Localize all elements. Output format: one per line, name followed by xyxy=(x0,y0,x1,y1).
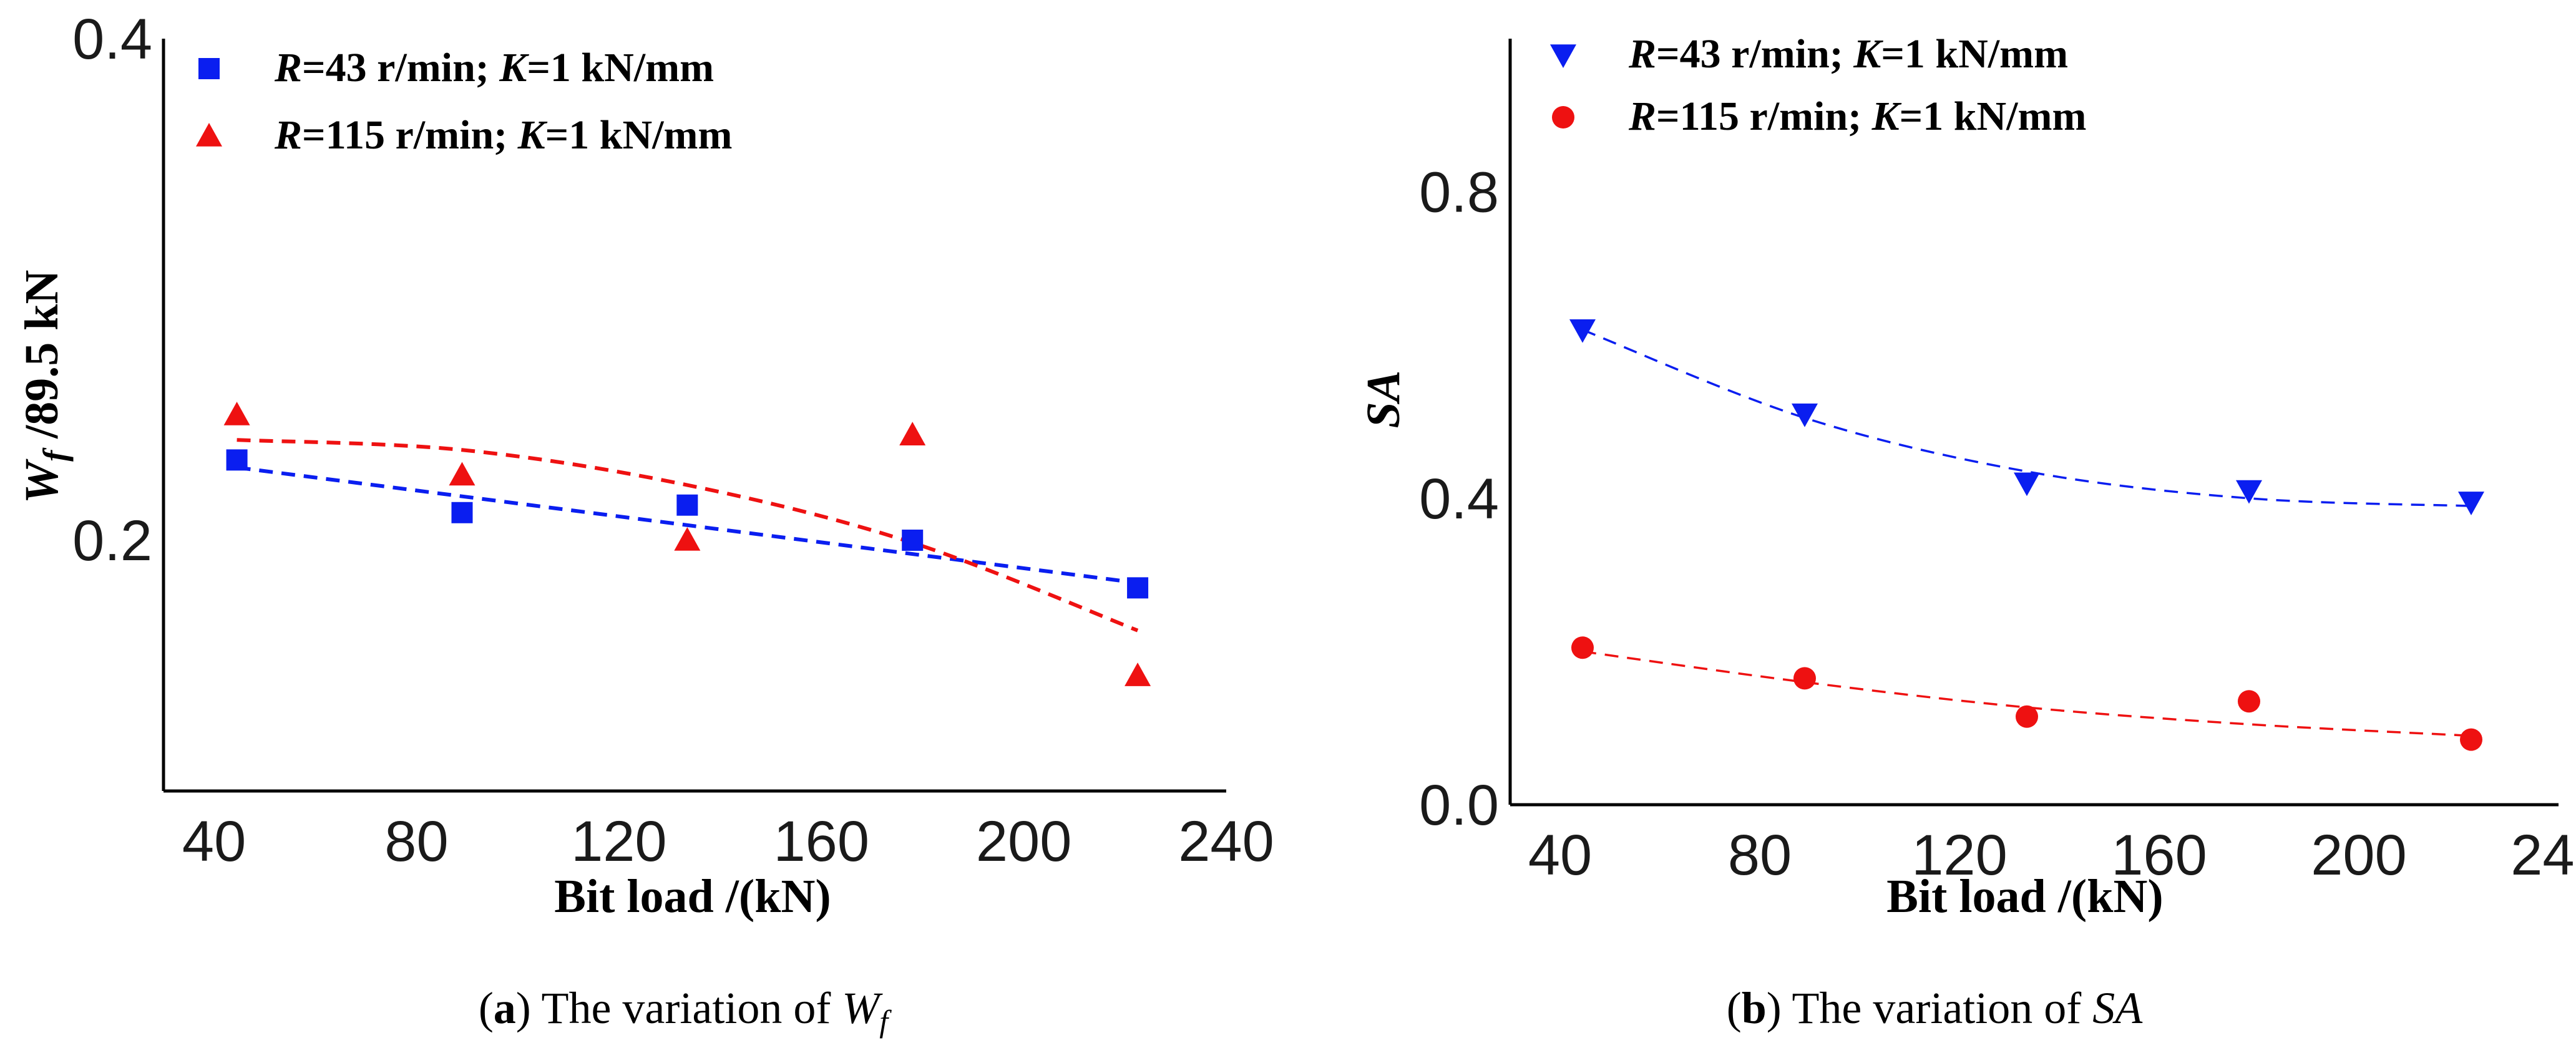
data-point xyxy=(2238,690,2260,713)
y-axis-label: SA xyxy=(1357,371,1410,429)
figure-caption: (a) The variation of Wf xyxy=(479,983,892,1039)
x-tick-label: 40 xyxy=(182,810,246,873)
data-point xyxy=(451,502,473,523)
data-point xyxy=(899,422,926,445)
y-axis-label: Wf /89.5 kN xyxy=(16,270,74,504)
figure-caption: (b) The variation of SA xyxy=(1727,983,2144,1033)
legend-label: R=115 r/min; K=1 kN/mm xyxy=(1628,94,2086,139)
data-point xyxy=(223,402,250,425)
data-point xyxy=(2014,472,2040,497)
data-point xyxy=(2236,480,2262,504)
series-1 xyxy=(1571,636,2482,751)
data-point xyxy=(2460,728,2482,751)
trend-line xyxy=(237,465,1138,585)
x-tick-label: 160 xyxy=(773,810,869,873)
data-point xyxy=(1125,662,1151,686)
data-point xyxy=(902,530,924,551)
data-point xyxy=(676,494,698,516)
x-axis-label: Bit load /(kN) xyxy=(1886,870,2163,923)
x-tick-label: 80 xyxy=(384,810,448,873)
y-tick-label: 0.2 xyxy=(72,509,152,573)
legend-label: R=43 r/min; K=1 kN/mm xyxy=(1628,31,2068,77)
trend-line xyxy=(1582,650,2472,737)
x-tick-label: 40 xyxy=(1528,823,1592,887)
chart-b: 40 80 120 160 200 240 0.0 0.4 0.8 Bit load /(kN) S… xyxy=(1357,31,2576,1033)
data-point xyxy=(1569,319,1596,343)
x-tick-label: 200 xyxy=(2311,823,2407,887)
x-tick-label: 240 xyxy=(2510,823,2576,887)
chart-a: 40 80 120 160 200 240 0.2 0.4 Bit load /(kN) Wf /… xyxy=(16,7,1274,1039)
y-tick-label: 0.8 xyxy=(1419,161,1499,225)
data-point xyxy=(226,449,248,471)
data-point xyxy=(2458,492,2484,515)
data-point xyxy=(449,462,476,486)
data-point xyxy=(1793,667,1816,690)
legend-label: R=43 r/min; K=1 kN/mm xyxy=(274,45,714,90)
legend-label: R=115 r/min; K=1 kN/mm xyxy=(274,112,732,158)
data-point xyxy=(1127,577,1149,599)
y-tick-label: 0.4 xyxy=(72,7,152,71)
series-0 xyxy=(226,449,1149,599)
data-point xyxy=(674,527,701,551)
x-tick-label: 240 xyxy=(1178,810,1274,873)
data-point xyxy=(1571,636,1594,659)
x-tick-label: 80 xyxy=(1728,823,1792,887)
series-0 xyxy=(1569,319,2484,515)
legend-marker xyxy=(198,58,220,79)
x-tick-label: 120 xyxy=(1911,823,2008,887)
legend-marker xyxy=(1550,44,1576,68)
data-point xyxy=(2016,705,2038,728)
trend-line xyxy=(237,438,1139,633)
x-tick-label: 120 xyxy=(571,810,667,873)
data-point xyxy=(1792,403,1818,427)
x-tick-label: 200 xyxy=(976,810,1072,873)
x-axis-label: Bit load /(kN) xyxy=(554,870,831,923)
legend-marker xyxy=(1552,106,1574,129)
trend-line xyxy=(1582,329,2472,507)
y-tick-label: 0.0 xyxy=(1419,774,1499,837)
x-tick-label: 160 xyxy=(2111,823,2207,887)
series-1 xyxy=(223,402,1151,686)
legend-marker xyxy=(196,123,222,147)
y-tick-label: 0.4 xyxy=(1419,467,1499,531)
